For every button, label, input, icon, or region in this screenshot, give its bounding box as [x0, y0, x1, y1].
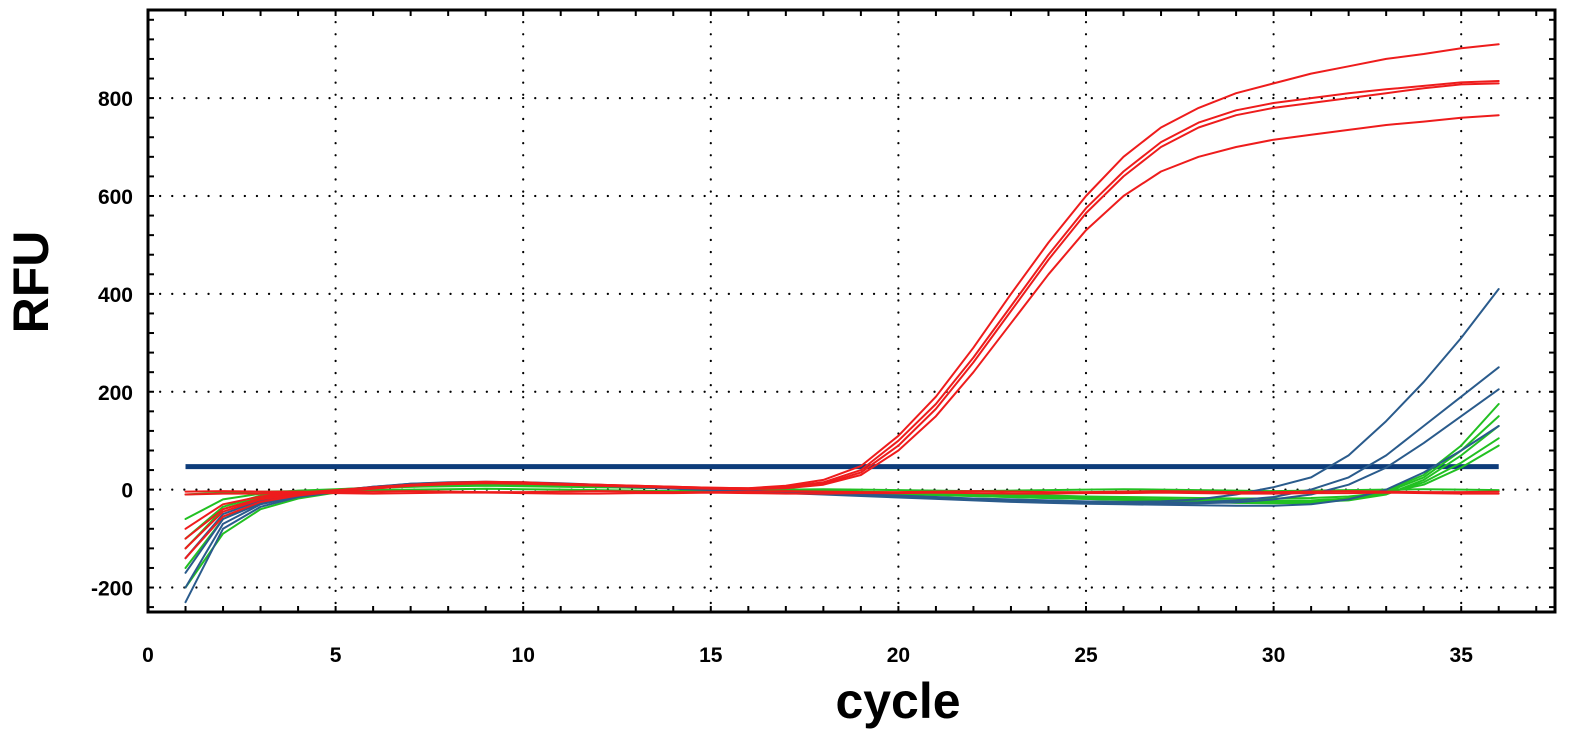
blue-amplification-curve	[184, 366, 1500, 574]
y-tick-label: 600	[98, 186, 133, 209]
y-tick-label: 200	[98, 382, 133, 405]
x-tick-label: 10	[512, 644, 535, 667]
x-tick-label: 0	[142, 644, 154, 667]
grid-lines	[146, 8, 1557, 614]
x-tick-label: 5	[330, 644, 342, 667]
x-tick-label: 35	[1450, 644, 1474, 667]
x-tick-label: 15	[699, 644, 723, 667]
x-tick-label: 25	[1074, 644, 1098, 667]
red-amplification-curve	[184, 82, 1500, 530]
y-axis-title: RFU	[3, 231, 59, 334]
series-layer	[184, 43, 1500, 604]
axis-ticks	[148, 10, 1555, 612]
x-tick-label: 30	[1262, 644, 1285, 667]
red-amplification-curve	[184, 491, 1500, 496]
red-amplification-curve	[184, 114, 1500, 550]
x-axis-title: cycle	[835, 673, 960, 729]
red-amplification-curve	[184, 490, 1500, 494]
y-tick-label: 800	[98, 88, 133, 111]
y-tick-label: -200	[91, 578, 133, 601]
x-tick-labels: 0 5 10 15 20 25 30 35	[142, 644, 1473, 667]
x-tick-label: 20	[887, 644, 910, 667]
blue-amplification-curve	[184, 288, 1500, 604]
y-tick-label: 400	[98, 284, 133, 307]
plot-frame	[146, 8, 1557, 614]
y-tick-labels: -200 0 200 400 600 800	[91, 88, 133, 600]
y-tick-label: 0	[121, 480, 133, 503]
